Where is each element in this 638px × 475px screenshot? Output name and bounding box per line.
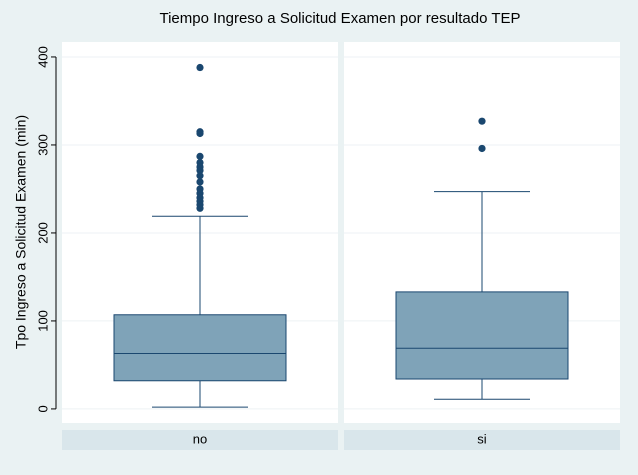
outlier [478,117,486,125]
outlier [196,178,204,186]
chart-title: Tiempo Ingreso a Solicitud Examen por re… [159,10,520,27]
category-label: si [477,431,487,446]
strip [62,430,338,450]
y-tick-label: 0 [35,405,50,412]
outlier [196,166,204,175]
y-tick-label: 200 [35,222,50,244]
outlier [196,63,204,72]
box [395,291,569,380]
y-tick-label: 400 [35,46,50,68]
outlier [478,144,486,153]
y-axis-label: Tpo Ingreso a Solicitud Examen (min) [13,115,29,349]
y-tick-label: 100 [35,310,50,332]
category-label: no [193,431,207,446]
strip [344,430,620,450]
outlier [196,152,204,160]
outlier [196,204,204,212]
outlier [196,172,204,180]
box [113,314,287,382]
outlier [196,129,204,138]
y-tick-label: 300 [35,134,50,156]
